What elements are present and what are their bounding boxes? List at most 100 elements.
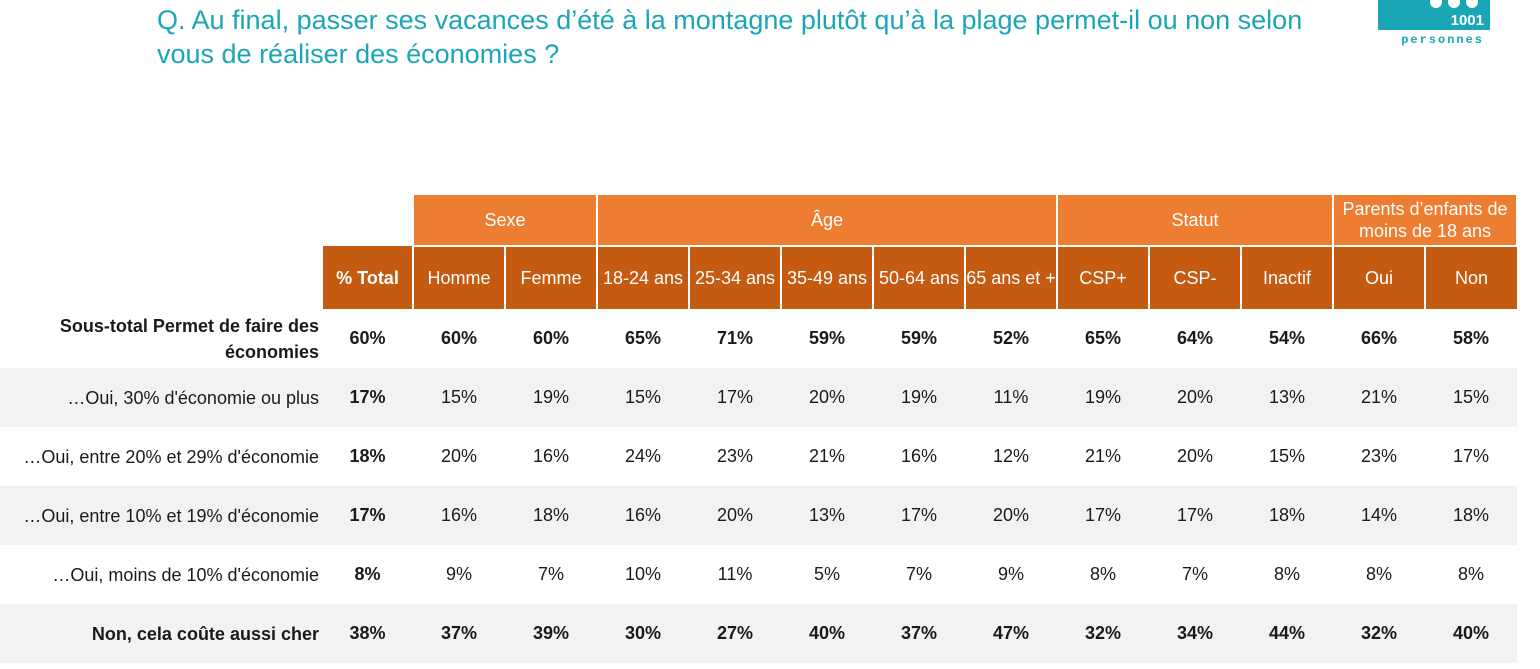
value-cell: 16% (532, 446, 570, 466)
total-cell: 18% (349, 446, 386, 466)
value-cell: 7% (905, 564, 932, 584)
table-row: Non, cela coûte aussi cher 38% 37% 39% 30% 27… (0, 604, 1517, 663)
value-cell: 39% (505, 604, 597, 663)
column-header: CSP+ (1056, 246, 1149, 309)
logo-text: personnes (1401, 33, 1484, 47)
value-cell: 12% (992, 446, 1030, 466)
value-cell: 20% (1149, 368, 1241, 427)
value-cell: 40% (1425, 604, 1517, 663)
column-header: Oui (1332, 246, 1425, 309)
value-cell: 9% (445, 564, 472, 584)
value-cell: 17% (873, 486, 965, 545)
value-cell: 11% (717, 564, 753, 584)
value-cell: 21% (808, 446, 846, 466)
column-header: 35-49 ans (780, 246, 873, 309)
row-label: Non, cela coûte aussi cher (0, 604, 322, 663)
logo-figure-icon (1466, 0, 1478, 8)
column-header-row: % Total Homme Femme 18-24 ans 25-34 ans 35-49… (0, 246, 1517, 309)
value-cell: 18% (505, 486, 597, 545)
column-header: Femme (504, 246, 597, 309)
value-cell: 15% (413, 368, 505, 427)
value-cell: 9% (997, 564, 1024, 584)
value-cell: 14% (1333, 486, 1425, 545)
value-cell: 17% (689, 368, 781, 427)
total-cell: 17% (322, 368, 413, 427)
table-row: …Oui, moins de 10% d'économie 8% 9% 7% 10% 11… (0, 545, 1517, 604)
value-cell: 34% (1149, 604, 1241, 663)
total-cell: 17% (322, 486, 413, 545)
value-cell: 58% (1452, 328, 1490, 348)
value-cell: 7% (1181, 564, 1208, 584)
question-title: Q. Au final, passer ses vacances d’été à… (157, 5, 1303, 69)
row-label: …Oui, entre 10% et 19% d'économie (0, 486, 322, 545)
value-cell: 32% (1057, 604, 1149, 663)
value-cell: 59% (900, 328, 938, 348)
value-cell: 8% (1365, 564, 1392, 584)
value-cell: 66% (1360, 328, 1398, 348)
value-cell: 8% (1089, 564, 1116, 584)
column-header: Inactif (1240, 246, 1333, 309)
value-cell: 54% (1268, 328, 1306, 348)
value-cell: 23% (1360, 446, 1398, 466)
value-cell: 15% (1425, 368, 1517, 427)
row-label: …Oui, moins de 10% d'économie (52, 564, 319, 585)
table-row: …Oui, entre 20% et 29% d'économie 18% 20% 1… (0, 427, 1517, 486)
value-cell: 16% (597, 486, 689, 545)
value-cell: 23% (716, 446, 754, 466)
value-cell: 17% (1452, 446, 1490, 466)
value-cell: 37% (413, 604, 505, 663)
value-cell: 20% (689, 486, 781, 545)
logo-figure-icon (1448, 0, 1460, 8)
value-cell: 20% (440, 446, 478, 466)
group-statut: Statut (1056, 195, 1334, 247)
column-header: CSP- (1148, 246, 1241, 309)
row-label: Sous-total Permet de faire des économies (59, 315, 319, 362)
column-header: 50-64 ans (872, 246, 965, 309)
table-body: Sous-total Permet de faire des économies… (0, 309, 1517, 663)
value-cell: 44% (1241, 604, 1333, 663)
value-cell: 20% (965, 486, 1057, 545)
column-header: Homme (412, 246, 505, 309)
row-label: …Oui, entre 20% et 29% d'économie (23, 446, 319, 467)
group-age: Âge (596, 195, 1058, 247)
results-table: Sexe Âge Statut Parents d’enfants de moi… (0, 195, 1518, 663)
value-cell: 8% (1457, 564, 1484, 584)
total-cell: 38% (322, 604, 413, 663)
value-cell: 32% (1333, 604, 1425, 663)
value-cell: 19% (873, 368, 965, 427)
brand-logo: 1001 personnes (1378, 0, 1490, 50)
value-cell: 65% (1084, 328, 1122, 348)
value-cell: 18% (1425, 486, 1517, 545)
value-cell: 13% (1241, 368, 1333, 427)
value-cell: 11% (965, 368, 1057, 427)
value-cell: 47% (965, 604, 1057, 663)
column-header: 18-24 ans (596, 246, 689, 309)
value-cell: 64% (1176, 328, 1214, 348)
table-row: …Oui, 30% d'économie ou plus 17% 15% 19% 15%… (0, 368, 1517, 427)
row-label: …Oui, 30% d'économie ou plus (0, 368, 322, 427)
value-cell: 52% (992, 328, 1030, 348)
value-cell: 16% (900, 446, 938, 466)
value-cell: 8% (1273, 564, 1300, 584)
value-cell: 15% (1268, 446, 1306, 466)
logo-figure-icon (1430, 0, 1442, 8)
column-header: % Total (321, 246, 413, 309)
value-cell: 71% (716, 328, 754, 348)
value-cell: 60% (440, 328, 478, 348)
value-cell: 15% (597, 368, 689, 427)
value-cell: 27% (689, 604, 781, 663)
value-cell: 21% (1333, 368, 1425, 427)
value-cell: 17% (1149, 486, 1241, 545)
value-cell: 24% (624, 446, 662, 466)
value-cell: 60% (532, 328, 570, 348)
table-row: Sous-total Permet de faire des économies… (0, 309, 1517, 368)
logo-number: 1001 (1450, 12, 1484, 29)
column-header: 25-34 ans (688, 246, 781, 309)
group-header-row: Sexe Âge Statut Parents d’enfants de moi… (0, 195, 1518, 247)
group-sexe: Sexe (412, 195, 598, 247)
value-cell: 5% (813, 564, 840, 584)
value-cell: 65% (624, 328, 662, 348)
value-cell: 59% (808, 328, 846, 348)
table-row: …Oui, entre 10% et 19% d'économie 17% 16% 1… (0, 486, 1517, 545)
total-cell: 8% (354, 564, 381, 584)
